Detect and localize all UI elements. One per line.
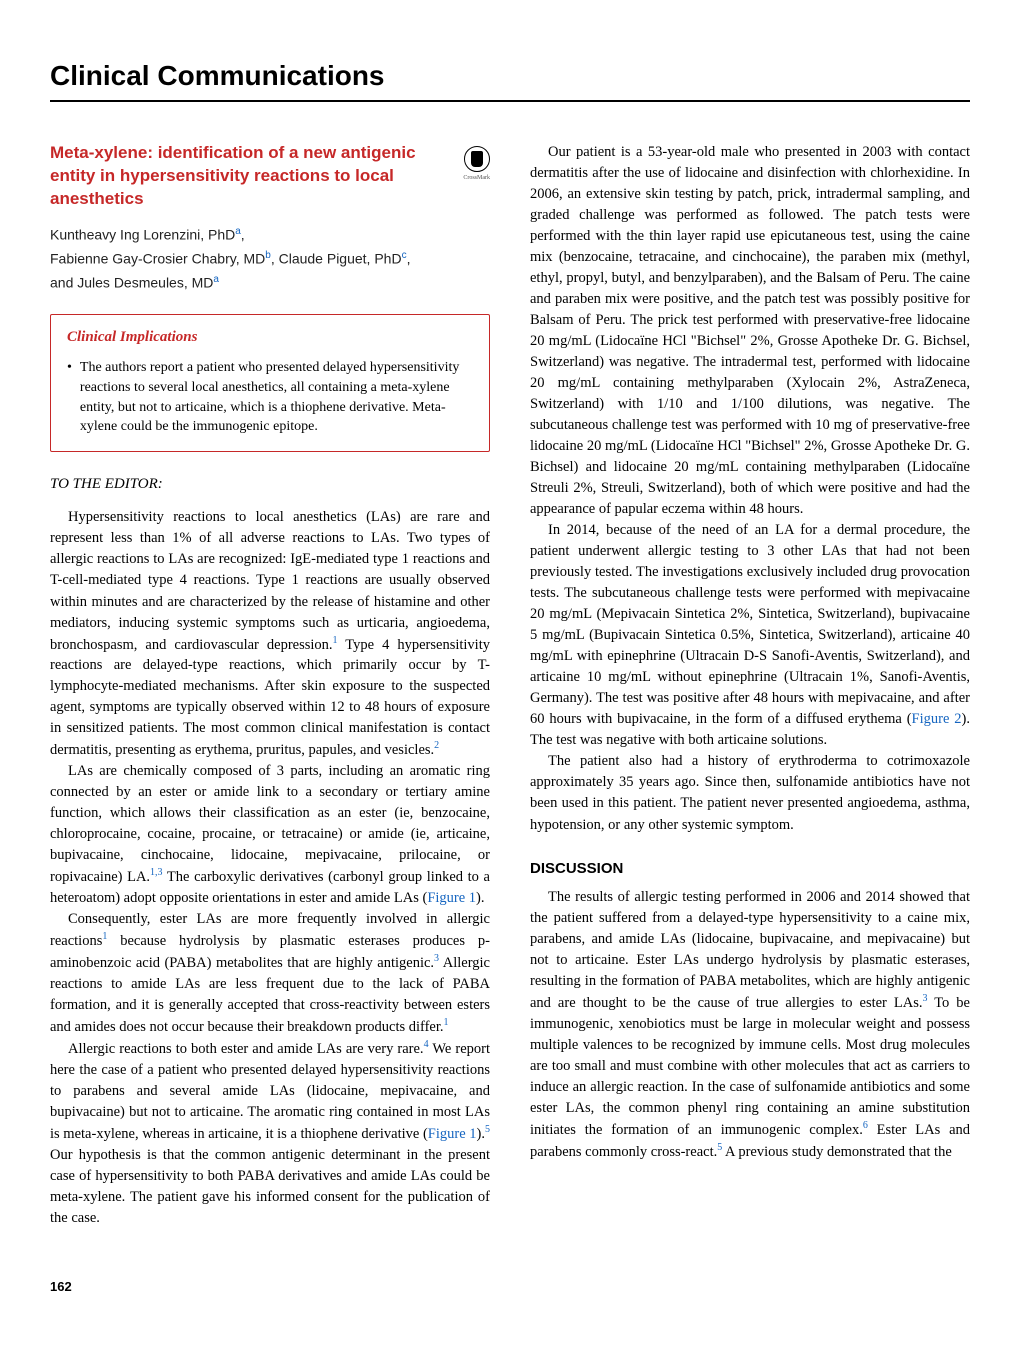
author-line-1: Kuntheavy Ing Lorenzini, PhDa, [50, 225, 490, 245]
figure-link[interactable]: Figure 1 [428, 1126, 477, 1142]
body-text: A previous study demonstrated that the [722, 1144, 952, 1160]
body-text: because hydrolysis by plasmatic esterase… [50, 933, 490, 971]
page-number: 162 [50, 1279, 970, 1294]
body-text: ). [476, 890, 484, 906]
author-sep: , [241, 226, 245, 242]
body-paragraph: LAs are chemically composed of 3 parts, … [50, 761, 490, 909]
body-text: In 2014, because of the need of an LA fo… [530, 522, 970, 727]
author-affil-sup: a [213, 274, 219, 285]
author-name: , Claude Piguet, PhD [271, 251, 402, 267]
author-line-2: Fabienne Gay-Crosier Chabry, MDb, Claude… [50, 249, 490, 269]
ref-link[interactable]: 2 [434, 740, 439, 751]
clinical-heading: Clinical Implications [67, 327, 473, 349]
ref-link[interactable]: 1 [444, 1017, 449, 1028]
body-text: Type 4 hypersensitivity reactions are de… [50, 636, 490, 758]
author-name: Fabienne Gay-Crosier Chabry, MD [50, 251, 265, 267]
left-column: Meta-xylene: identification of a new ant… [50, 142, 490, 1229]
body-text: Hypersensitivity reactions to local anes… [50, 509, 490, 652]
author-name: Kuntheavy Ing Lorenzini, PhD [50, 226, 235, 242]
body-text: Our patient is a 53-year-old male who pr… [530, 144, 970, 517]
body-paragraph: Our patient is a 53-year-old male who pr… [530, 142, 970, 520]
ref-link[interactable]: 1,3 [150, 867, 163, 878]
body-paragraph: Allergic reactions to both ester and ami… [50, 1038, 490, 1229]
clinical-implications-box: Clinical Implications • The authors repo… [50, 314, 490, 452]
discussion-heading: DISCUSSION [530, 858, 970, 880]
body-paragraph: The patient also had a history of erythr… [530, 751, 970, 835]
right-column: Our patient is a 53-year-old male who pr… [530, 142, 970, 1229]
body-paragraph: Hypersensitivity reactions to local anes… [50, 507, 490, 761]
bullet-icon: • [67, 358, 72, 436]
article-title: Meta-xylene: identification of a new ant… [50, 142, 451, 211]
author-sep: , [407, 251, 411, 267]
crossmark-icon [464, 146, 490, 172]
body-text: To be immunogenic, xenobiotics must be l… [530, 995, 970, 1138]
body-paragraph: The results of allergic testing performe… [530, 887, 970, 1163]
page-header: Clinical Communications [50, 60, 970, 92]
body-text: Allergic reactions to both ester and ami… [68, 1041, 424, 1057]
article-title-row: Meta-xylene: identification of a new ant… [50, 142, 490, 225]
header-rule [50, 100, 970, 102]
body-paragraph: In 2014, because of the need of an LA fo… [530, 520, 970, 751]
figure-link[interactable]: Figure 1 [427, 890, 476, 906]
figure-link[interactable]: Figure 2 [912, 711, 962, 727]
crossmark-label: CrossMark [463, 174, 490, 183]
ref-link[interactable]: 5 [485, 1124, 490, 1135]
clinical-text: The authors report a patient who present… [80, 358, 473, 436]
clinical-item: • The authors report a patient who prese… [67, 358, 473, 436]
author-line-3: and Jules Desmeules, MDa [50, 273, 490, 293]
body-paragraph: Consequently, ester LAs are more frequen… [50, 909, 490, 1038]
body-text: The results of allergic testing performe… [530, 889, 970, 1011]
body-text: The patient also had a history of erythr… [530, 753, 970, 832]
two-column-layout: Meta-xylene: identification of a new ant… [50, 142, 970, 1229]
author-name: and Jules Desmeules, MD [50, 275, 213, 291]
body-text: Our hypothesis is that the common antige… [50, 1147, 490, 1226]
body-text: ). [477, 1126, 485, 1142]
crossmark-badge[interactable]: CrossMark [463, 142, 490, 183]
body-text: LAs are chemically composed of 3 parts, … [50, 763, 490, 885]
to-the-editor-heading: TO THE EDITOR: [50, 474, 490, 496]
